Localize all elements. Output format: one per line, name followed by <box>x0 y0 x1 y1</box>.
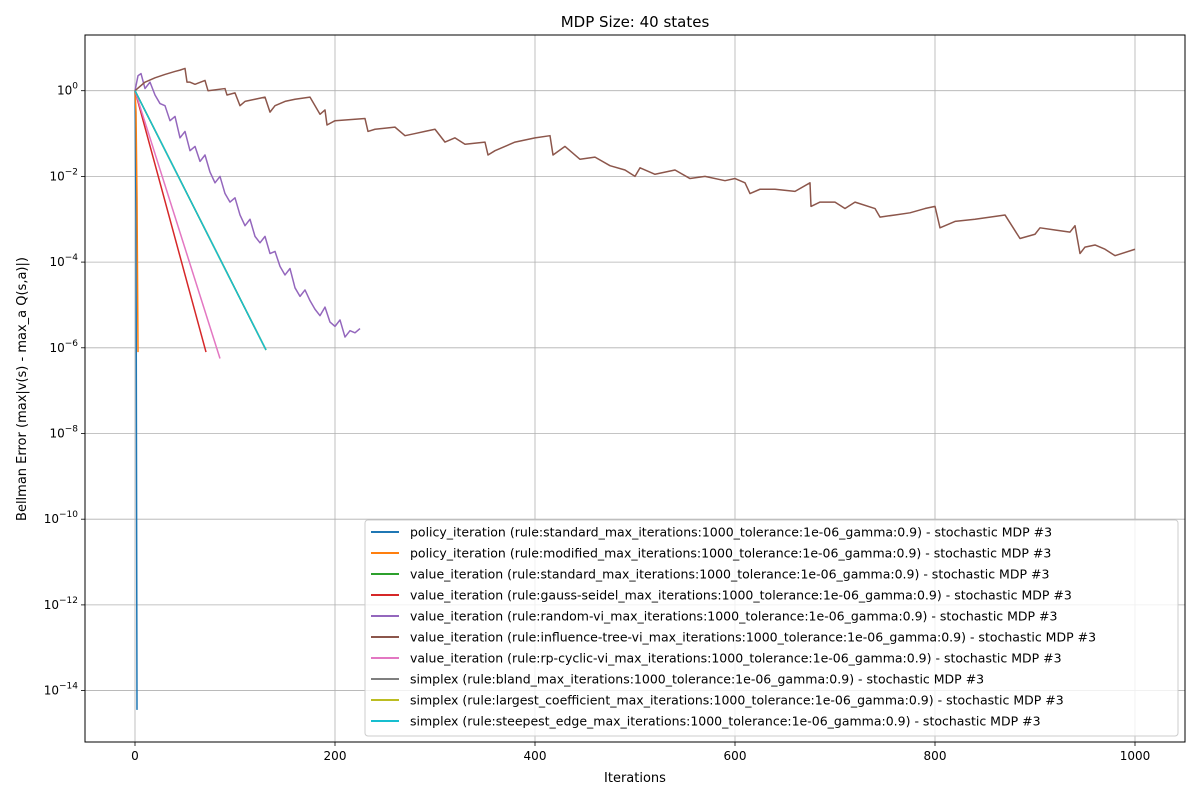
legend-items: policy_iteration (rule:standard_max_iter… <box>371 525 1096 729</box>
legend-label: simplex (rule:bland_max_iterations:1000_… <box>410 672 984 687</box>
x-tick-label: 400 <box>524 749 547 763</box>
series-line <box>134 90 138 710</box>
series-line <box>134 72 361 338</box>
series-line <box>134 90 267 351</box>
series-lines <box>134 67 1136 710</box>
x-axis-title: Iterations <box>604 771 666 786</box>
y-tick-exponent: −14 <box>59 682 78 692</box>
y-tick-exponent: −4 <box>65 253 79 263</box>
y-tick-label: 10−14 <box>44 682 79 698</box>
plot-frame <box>84 34 1186 743</box>
x-tick-label: 0 <box>131 749 139 763</box>
y-tick-base: 10 <box>49 255 64 269</box>
x-tick-label: 800 <box>924 749 947 763</box>
legend-label: value_iteration (rule:random-vi_max_iter… <box>410 609 1058 624</box>
legend-label: value_iteration (rule:rp-cyclic-vi_max_i… <box>410 651 1062 666</box>
y-tick-base: 10 <box>57 84 72 98</box>
y-tick-base: 10 <box>49 341 64 355</box>
y-tick-exponent: −10 <box>59 510 78 520</box>
y-tick-base: 10 <box>49 426 64 440</box>
series-line <box>134 90 139 353</box>
y-tick-base: 10 <box>49 169 64 183</box>
legend: policy_iteration (rule:standard_max_iter… <box>364 519 1179 737</box>
y-tick-exponent: −12 <box>59 596 78 606</box>
legend-label: value_iteration (rule:influence-tree-vi_… <box>410 630 1096 645</box>
series-line <box>134 90 221 359</box>
y-tick-exponent: 0 <box>72 82 78 92</box>
y-tick-exponent: −2 <box>65 167 78 177</box>
y-tick-label: 10−10 <box>44 510 79 526</box>
legend-label: simplex (rule:largest_coefficient_max_it… <box>410 693 1064 708</box>
legend-box <box>364 519 1179 737</box>
legend-label: policy_iteration (rule:modified_max_iter… <box>410 546 1051 561</box>
y-tick-label: 10−12 <box>44 596 78 612</box>
y-tick-base: 10 <box>44 512 59 526</box>
y-tick-exponent: −8 <box>65 424 79 434</box>
y-tick-base: 10 <box>44 598 59 612</box>
x-tick-label: 600 <box>724 749 747 763</box>
chart-title: MDP Size: 40 states <box>561 13 710 31</box>
legend-label: value_iteration (rule:gauss-seidel_max_i… <box>410 588 1072 603</box>
series-line <box>134 90 207 353</box>
y-tick-label: 10−2 <box>49 167 78 183</box>
y-tick-label: 10−8 <box>49 424 78 440</box>
x-axis-ticks: 0 200 400 600 800 1000 <box>131 742 1150 763</box>
y-tick-label: 10−4 <box>49 253 78 269</box>
y-tick-exponent: −6 <box>65 339 79 349</box>
legend-label: policy_iteration (rule:standard_max_iter… <box>410 525 1052 540</box>
x-tick-label: 1000 <box>1120 749 1151 763</box>
legend-label: value_iteration (rule:standard_max_itera… <box>410 567 1049 582</box>
series-line <box>134 67 1136 257</box>
y-tick-label: 10−6 <box>49 339 78 355</box>
y-axis-title: Bellman Error (max|v(s) - max_a Q(s,a)|) <box>15 257 30 521</box>
legend-label: simplex (rule:steepest_edge_max_iteratio… <box>410 714 1041 729</box>
x-tick-label: 200 <box>324 749 347 763</box>
y-tick-label: 100 <box>57 82 78 98</box>
y-tick-base: 10 <box>44 684 59 698</box>
